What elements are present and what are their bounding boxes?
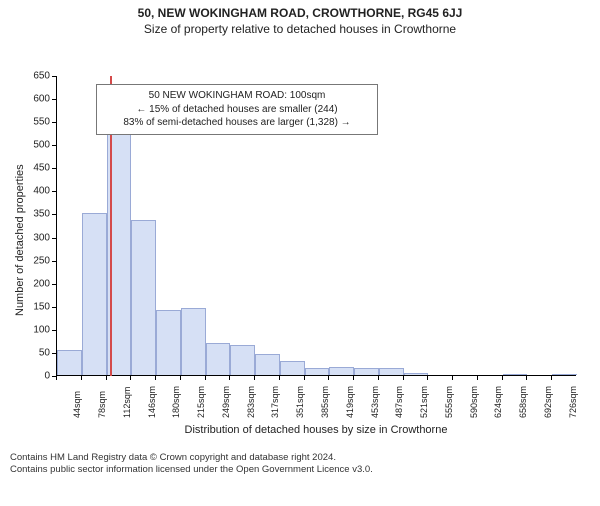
- x-tick-label: 590sqm: [469, 384, 479, 418]
- histogram-bar: [131, 220, 156, 375]
- histogram-bar: [255, 354, 280, 375]
- y-tick-mark: [52, 353, 56, 354]
- x-tick-label: 180sqm: [171, 384, 181, 418]
- y-tick-mark: [52, 214, 56, 215]
- x-tick-mark: [551, 376, 552, 380]
- y-tick-label: 100: [22, 324, 50, 335]
- x-tick-mark: [229, 376, 230, 380]
- y-tick-label: 500: [22, 140, 50, 151]
- y-tick-label: 200: [22, 278, 50, 289]
- info-line-smaller: ← 15% of detached houses are smaller (24…: [103, 103, 371, 117]
- x-tick-mark: [304, 376, 305, 380]
- histogram-bar: [552, 374, 577, 375]
- y-tick-mark: [52, 330, 56, 331]
- x-tick-label: 351sqm: [295, 384, 305, 418]
- x-tick-label: 521sqm: [419, 384, 429, 418]
- y-tick-mark: [52, 99, 56, 100]
- y-tick-label: 450: [22, 163, 50, 174]
- y-tick-mark: [52, 284, 56, 285]
- chart-container: Number of detached properties Distributi…: [0, 36, 600, 446]
- histogram-bar: [404, 373, 429, 375]
- x-tick-label: 385sqm: [320, 384, 330, 418]
- chart-subtitle: Size of property relative to detached ho…: [0, 22, 600, 36]
- y-tick-mark: [52, 122, 56, 123]
- x-tick-mark: [81, 376, 82, 380]
- x-tick-label: 112sqm: [122, 384, 132, 418]
- info-line-larger: 83% of semi-detached houses are larger (…: [103, 116, 371, 130]
- chart-title-address: 50, NEW WOKINGHAM ROAD, CROWTHORNE, RG45…: [0, 6, 600, 20]
- y-tick-label: 250: [22, 255, 50, 266]
- footer-line1: Contains HM Land Registry data © Crown c…: [10, 452, 590, 464]
- y-tick-mark: [52, 76, 56, 77]
- y-tick-mark: [52, 191, 56, 192]
- x-tick-mark: [279, 376, 280, 380]
- x-tick-mark: [502, 376, 503, 380]
- x-tick-mark: [205, 376, 206, 380]
- x-tick-label: 453sqm: [370, 384, 380, 418]
- x-tick-mark: [378, 376, 379, 380]
- y-tick-label: 50: [22, 347, 50, 358]
- x-tick-label: 215sqm: [196, 384, 206, 418]
- histogram-bar: [230, 345, 255, 375]
- y-tick-mark: [52, 307, 56, 308]
- x-tick-label: 146sqm: [147, 384, 157, 418]
- y-tick-label: 600: [22, 94, 50, 105]
- info-box: 50 NEW WOKINGHAM ROAD: 100sqm ← 15% of d…: [96, 84, 378, 135]
- histogram-bar: [206, 343, 231, 375]
- histogram-bar: [305, 368, 330, 375]
- x-tick-mark: [130, 376, 131, 380]
- footer: Contains HM Land Registry data © Crown c…: [10, 452, 590, 477]
- y-tick-label: 400: [22, 186, 50, 197]
- y-tick-label: 650: [22, 71, 50, 82]
- histogram-bar: [156, 310, 181, 375]
- x-tick-label: 44sqm: [72, 384, 82, 418]
- histogram-bar: [329, 367, 354, 375]
- x-tick-mark: [427, 376, 428, 380]
- info-line-property: 50 NEW WOKINGHAM ROAD: 100sqm: [103, 89, 371, 103]
- x-tick-mark: [180, 376, 181, 380]
- x-tick-mark: [403, 376, 404, 380]
- x-axis-label: Distribution of detached houses by size …: [56, 424, 576, 436]
- x-tick-label: 658sqm: [518, 384, 528, 418]
- x-tick-mark: [477, 376, 478, 380]
- x-tick-mark: [254, 376, 255, 380]
- x-tick-label: 555sqm: [444, 384, 454, 418]
- x-tick-label: 487sqm: [394, 384, 404, 418]
- y-tick-label: 550: [22, 117, 50, 128]
- y-tick-mark: [52, 238, 56, 239]
- histogram-bar: [503, 374, 528, 375]
- y-tick-label: 0: [22, 371, 50, 382]
- x-tick-label: 317sqm: [270, 384, 280, 418]
- histogram-bar: [82, 213, 107, 375]
- y-tick-label: 150: [22, 301, 50, 312]
- x-tick-label: 624sqm: [493, 384, 503, 418]
- x-tick-label: 78sqm: [97, 384, 107, 418]
- histogram-bar: [354, 368, 379, 375]
- x-tick-mark: [526, 376, 527, 380]
- x-tick-label: 249sqm: [221, 384, 231, 418]
- y-tick-mark: [52, 261, 56, 262]
- x-tick-label: 419sqm: [345, 384, 355, 418]
- histogram-bar: [57, 350, 82, 375]
- histogram-bar: [181, 308, 206, 375]
- histogram-bar: [379, 368, 404, 375]
- x-tick-mark: [56, 376, 57, 380]
- y-tick-mark: [52, 145, 56, 146]
- x-tick-mark: [452, 376, 453, 380]
- footer-line2: Contains public sector information licen…: [10, 464, 590, 476]
- histogram-bar: [280, 361, 305, 375]
- x-tick-mark: [106, 376, 107, 380]
- y-tick-label: 350: [22, 209, 50, 220]
- y-tick-mark: [52, 168, 56, 169]
- y-tick-label: 300: [22, 232, 50, 243]
- x-tick-label: 726sqm: [568, 384, 578, 418]
- x-tick-mark: [328, 376, 329, 380]
- x-tick-label: 283sqm: [246, 384, 256, 418]
- x-tick-mark: [353, 376, 354, 380]
- x-tick-label: 692sqm: [543, 384, 553, 418]
- x-tick-mark: [155, 376, 156, 380]
